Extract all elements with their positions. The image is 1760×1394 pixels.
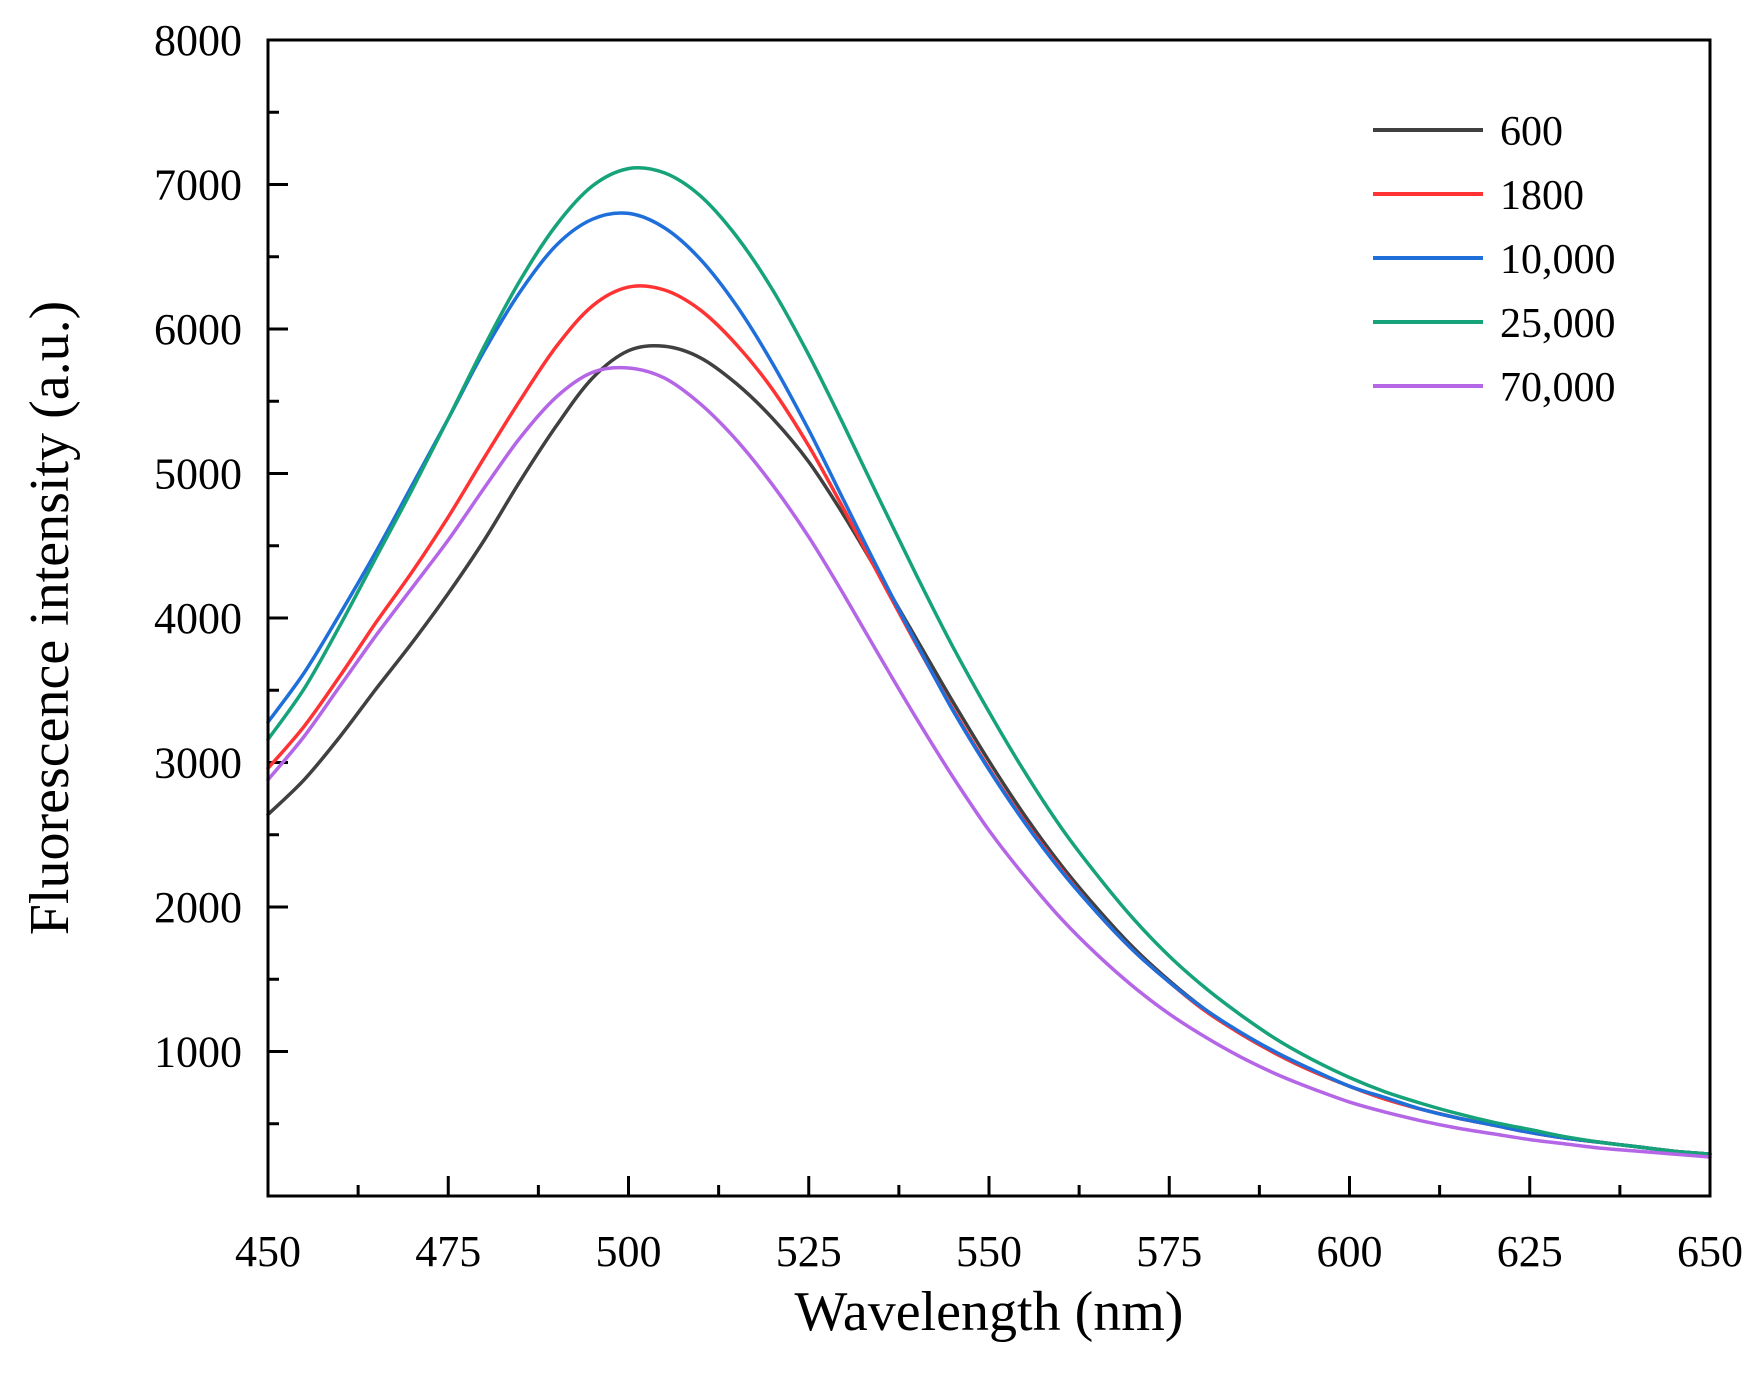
series-line-10000 xyxy=(266,211,1712,1156)
ticks-layer xyxy=(266,38,1712,1196)
legend-label-70000: 70,000 xyxy=(1500,365,1616,411)
series-line-600 xyxy=(266,343,1712,1156)
y-axis-title: Fluorescence intensity (a.u.) xyxy=(19,301,81,935)
series-layer xyxy=(266,165,1712,1159)
x-tick-label: 550 xyxy=(956,1227,1022,1276)
x-tick-label: 475 xyxy=(415,1227,481,1276)
x-tick-label: 600 xyxy=(1317,1227,1383,1276)
y-tick-label: 3000 xyxy=(154,739,242,788)
series-line-1800 xyxy=(266,284,1712,1156)
series-line-70000 xyxy=(266,365,1712,1159)
y-tick-label: 5000 xyxy=(154,450,242,499)
x-axis-title: Wavelength (nm) xyxy=(795,1281,1184,1343)
plot-frame xyxy=(266,38,1712,1198)
legend-label-25000: 25,000 xyxy=(1500,301,1616,347)
legend-label-600: 600 xyxy=(1500,109,1563,155)
y-tick-label: 2000 xyxy=(154,883,242,932)
x-tick-label: 500 xyxy=(596,1227,662,1276)
y-tick-label: 8000 xyxy=(154,16,242,65)
legend-label-1800: 1800 xyxy=(1500,173,1584,219)
x-tick-label: 450 xyxy=(235,1227,301,1276)
legend: 600 1800 10,000 25,000 70,000 xyxy=(1373,109,1616,411)
series-line-25000 xyxy=(266,165,1712,1156)
y-tick-label: 4000 xyxy=(154,594,242,643)
tick-labels-layer: 450 475 500 525 550 575 600 625 650 1000 2000 3000 4… xyxy=(154,16,1743,1276)
y-tick-label: 7000 xyxy=(154,161,242,210)
y-tick-label: 6000 xyxy=(154,305,242,354)
legend-label-10000: 10,000 xyxy=(1500,237,1616,283)
x-tick-label: 575 xyxy=(1136,1227,1202,1276)
x-tick-label: 525 xyxy=(776,1227,842,1276)
x-tick-label: 650 xyxy=(1677,1227,1743,1276)
x-tick-label: 625 xyxy=(1497,1227,1563,1276)
y-tick-label: 1000 xyxy=(154,1028,242,1077)
